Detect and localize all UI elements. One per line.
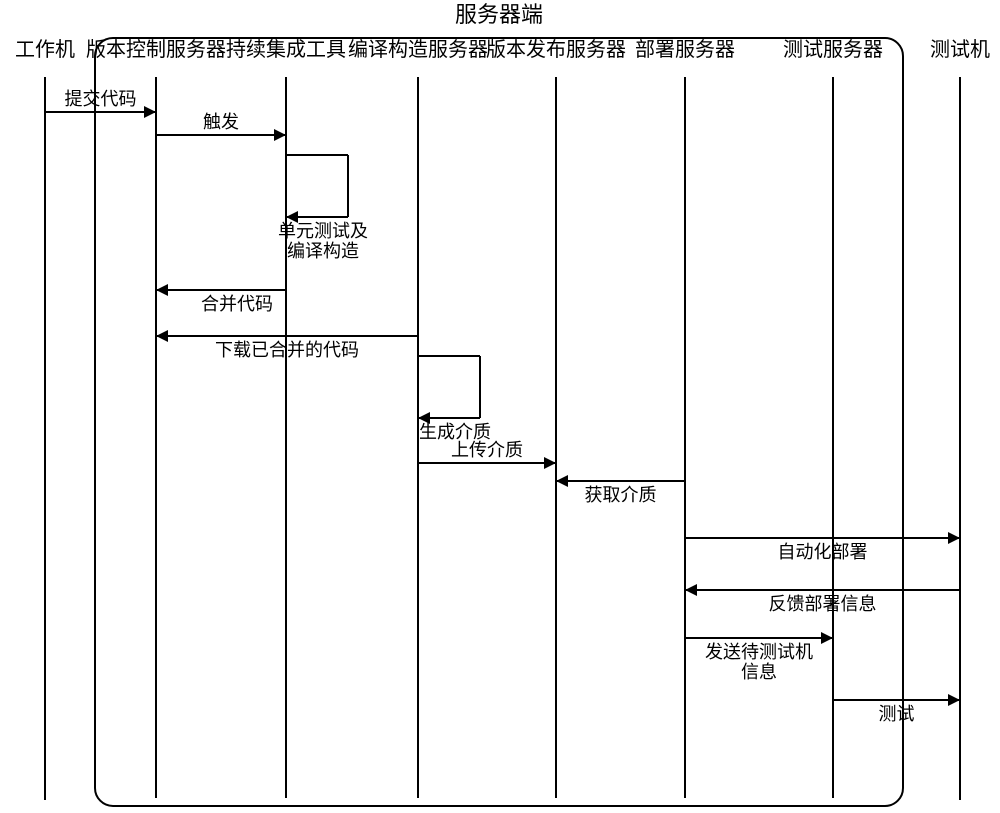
sequence-diagram: 服务器端工作机版本控制服务器持续集成工具编译构造服务器版本发布服务器部署服务器测… <box>0 0 1000 813</box>
arrowhead-icon <box>948 532 960 544</box>
server-box <box>95 38 903 806</box>
self-loop-label: 生成介质 <box>419 422 491 442</box>
message-label: 自动化部署 <box>778 542 868 562</box>
arrowhead-icon <box>556 475 568 487</box>
lane-header: 测试服务器 <box>783 38 883 61</box>
message-label: 提交代码 <box>65 89 137 109</box>
lane-header: 编译构造服务器 <box>348 38 488 61</box>
arrowhead-icon <box>144 106 156 118</box>
arrowhead-icon <box>821 632 833 644</box>
self-loop-label: 编译构造 <box>287 241 359 261</box>
lane-header: 持续集成工具 <box>226 38 346 61</box>
message-label: 发送待测试机 <box>705 642 813 662</box>
arrowhead-icon <box>544 457 556 469</box>
message-label: 获取介质 <box>585 485 657 505</box>
arrowhead-icon <box>156 330 168 342</box>
arrowhead-icon <box>274 129 286 141</box>
self-loop-label: 单元测试及 <box>278 221 368 241</box>
arrowhead-icon <box>156 284 168 296</box>
arrowhead-icon <box>685 584 697 596</box>
message-label: 合并代码 <box>201 294 273 314</box>
message-label: 信息 <box>741 662 777 682</box>
message-label: 测试 <box>879 704 915 724</box>
lane-header: 工作机 <box>15 38 75 61</box>
message-label: 下载已合并的代码 <box>215 340 359 360</box>
lane-header: 版本控制服务器 <box>86 38 226 61</box>
server-box-title: 服务器端 <box>455 2 543 27</box>
message-label: 上传介质 <box>451 440 523 460</box>
message-label: 触发 <box>203 112 239 132</box>
message-label: 反馈部署信息 <box>769 594 877 614</box>
arrowhead-icon <box>948 694 960 706</box>
lane-header: 部署服务器 <box>635 38 735 61</box>
lane-header: 测试机 <box>930 38 990 61</box>
lane-header: 版本发布服务器 <box>486 38 626 61</box>
